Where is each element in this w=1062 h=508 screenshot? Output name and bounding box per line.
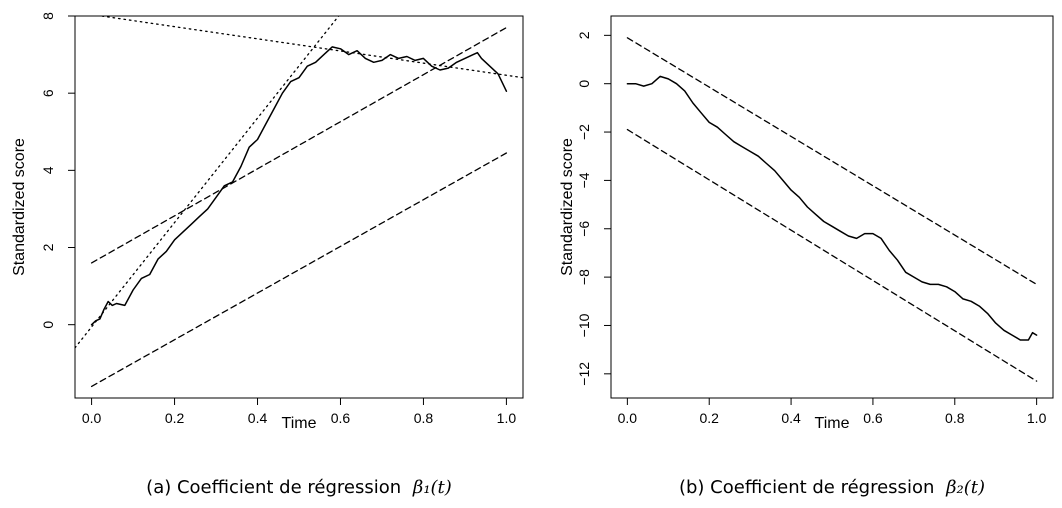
x-axis-label: Time	[282, 415, 317, 432]
dashed-series-line	[90, 152, 508, 388]
series-lines	[626, 37, 1038, 382]
caption-a: (a) Coefficient de régression β₁(t)	[146, 477, 452, 498]
caption-b: (b) Coefficient de régression β₂(t)	[679, 477, 985, 498]
axis-ticks: 0.0 0.2 0.4 0.6 0.8 1.0 0 2 4 6 8	[40, 12, 516, 426]
plot-frame	[610, 15, 1054, 399]
dashed-series-line	[90, 26, 508, 264]
caption-text: (b) Coefficient de régression	[679, 477, 934, 498]
y-tick-label: 4	[40, 166, 56, 174]
dotted-series-line	[75, 16, 340, 349]
axis-ticks: 0.0 0.2 0.4 0.6 0.8 1.0 2 0 −2 −4 −6 −8 −10 −12	[576, 31, 1047, 426]
x-tick-label: 0.0	[618, 410, 638, 426]
x-tick-label: 0.0	[82, 410, 102, 426]
x-tick-label: 0.8	[945, 410, 965, 426]
y-tick-label: 0	[40, 321, 56, 329]
y-tick-label: −6	[576, 221, 592, 237]
panel-a: 0.0 0.2 0.4 0.6 0.8 1.0 0 2 4 6 8 Time Standardize…	[11, 12, 524, 498]
x-tick-label: 0.8	[414, 410, 434, 426]
x-tick-label: 0.2	[699, 410, 719, 426]
y-tick-label: 8	[40, 12, 56, 20]
dotted-series-line	[97, 16, 523, 79]
y-tick-label: −8	[576, 269, 592, 285]
x-tick-label: 0.2	[165, 410, 185, 426]
dashed-series-line	[626, 37, 1038, 286]
x-tick-label: 0.6	[863, 410, 883, 426]
x-tick-label: 0.4	[248, 410, 268, 426]
x-tick-label: 0.6	[331, 410, 351, 426]
y-tick-label: −12	[576, 362, 592, 386]
solid-series-line	[90, 46, 508, 326]
series-lines	[75, 16, 523, 388]
solid-series-line	[626, 75, 1038, 341]
x-axis-label: Time	[815, 415, 850, 432]
y-axis-label: Standardized score	[11, 138, 28, 276]
x-tick-label: 0.4	[781, 410, 801, 426]
y-axis-label: Standardized score	[559, 138, 576, 276]
y-tick-label: −4	[576, 172, 592, 188]
caption-text: (a) Coefficient de régression	[146, 477, 401, 498]
plot-frame	[74, 15, 524, 399]
x-tick-label: 1.0	[1027, 410, 1047, 426]
caption-math: β₂(t)	[945, 477, 985, 498]
y-tick-label: 2	[40, 243, 56, 251]
dashed-series-line	[626, 128, 1038, 382]
y-tick-label: 2	[576, 31, 592, 39]
caption-math: β₁(t)	[412, 477, 452, 498]
y-tick-label: 0	[576, 80, 592, 88]
panel-b: 0.0 0.2 0.4 0.6 0.8 1.020−2−4−6−8−10−12 Time …	[559, 15, 1054, 498]
y-tick-label: 6	[40, 89, 56, 97]
y-tick-label: −10	[576, 313, 592, 337]
y-tick-label: −2	[576, 124, 592, 140]
x-tick-label: 1.0	[497, 410, 517, 426]
